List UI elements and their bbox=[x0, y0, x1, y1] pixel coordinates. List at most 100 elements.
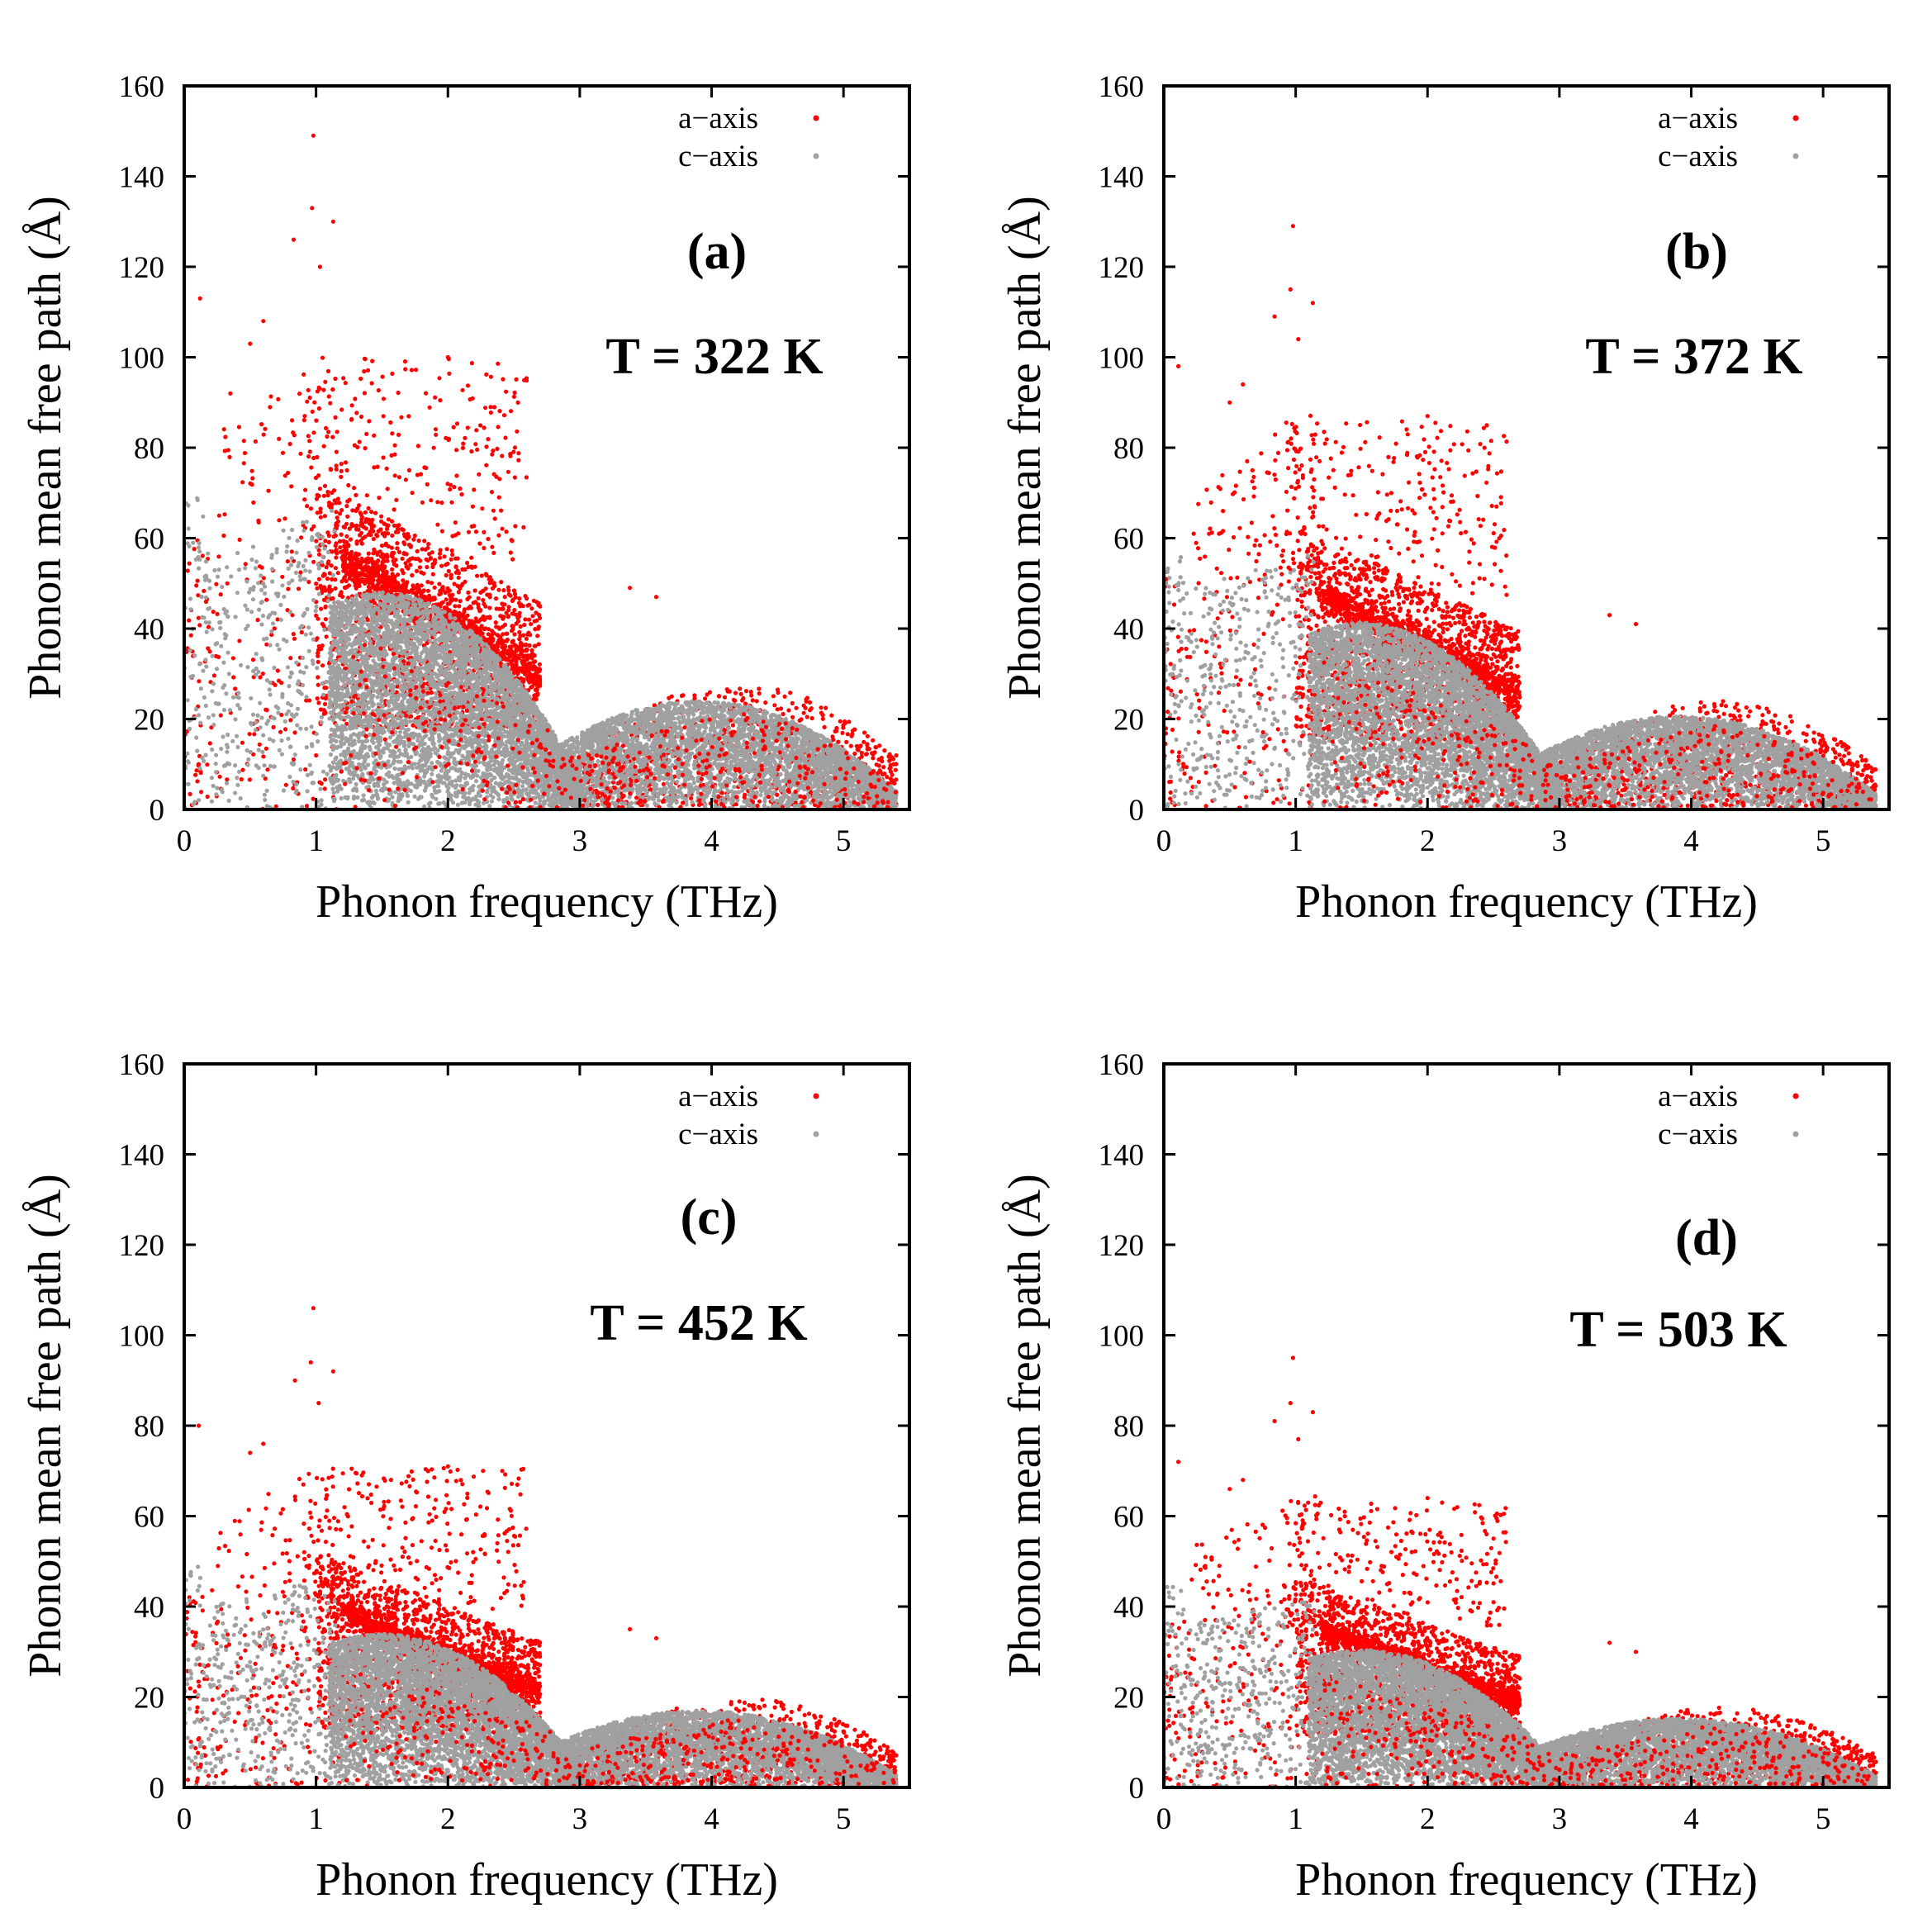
c-axis-point bbox=[304, 726, 309, 732]
a-axis-point bbox=[463, 567, 468, 572]
c-axis-point bbox=[270, 610, 275, 615]
c-axis-point bbox=[238, 796, 243, 801]
a-axis-point bbox=[261, 754, 266, 759]
a-axis-point bbox=[337, 511, 343, 516]
a-axis-point bbox=[469, 564, 474, 569]
a-axis-point bbox=[306, 698, 312, 703]
a-axis-point bbox=[438, 398, 443, 403]
a-axis-point bbox=[510, 539, 515, 544]
a-axis-point bbox=[327, 584, 332, 589]
a-axis-point bbox=[524, 475, 529, 480]
a-axis-point bbox=[888, 765, 893, 771]
a-axis-point bbox=[236, 425, 241, 430]
a-axis-point bbox=[325, 434, 330, 439]
a-axis-point bbox=[469, 555, 474, 560]
a-axis-point bbox=[323, 604, 328, 609]
c-axis-point bbox=[289, 556, 294, 561]
c-axis-point bbox=[309, 770, 315, 775]
a-axis-point bbox=[338, 593, 343, 598]
c-axis-point bbox=[204, 664, 209, 669]
a-axis-point bbox=[535, 634, 540, 638]
a-axis-point bbox=[477, 472, 482, 477]
a-axis-point bbox=[790, 700, 795, 706]
a-axis-point bbox=[408, 563, 413, 567]
c-axis-point bbox=[301, 528, 306, 533]
a-axis-point bbox=[396, 390, 401, 396]
a-axis-point bbox=[430, 550, 434, 555]
a-axis-point bbox=[449, 596, 453, 600]
a-axis-point bbox=[396, 523, 401, 528]
c-axis-point bbox=[195, 748, 200, 753]
a-axis-point bbox=[366, 551, 371, 556]
c-axis-point bbox=[320, 681, 325, 686]
a-axis-point bbox=[484, 573, 489, 578]
a-axis-point bbox=[402, 542, 407, 547]
c-axis-point bbox=[281, 788, 287, 793]
c-axis-point bbox=[332, 600, 337, 605]
a-axis-point bbox=[318, 707, 324, 712]
c-axis-point bbox=[301, 682, 306, 688]
a-axis-point bbox=[419, 583, 424, 588]
a-axis-point bbox=[447, 601, 452, 606]
a-axis-point bbox=[367, 521, 372, 526]
a-axis-point bbox=[316, 659, 320, 665]
a-axis-point bbox=[376, 564, 381, 569]
a-axis-point bbox=[442, 554, 447, 559]
a-axis-point bbox=[406, 468, 411, 473]
a-axis-point bbox=[372, 524, 377, 529]
a-axis-point bbox=[517, 637, 522, 642]
c-axis-point bbox=[206, 715, 211, 720]
a-axis-point bbox=[444, 435, 449, 440]
a-axis-point bbox=[862, 730, 867, 735]
c-axis-point bbox=[288, 744, 293, 749]
c-axis-point bbox=[220, 787, 225, 792]
c-axis-point bbox=[310, 743, 315, 748]
a-axis-point bbox=[493, 620, 498, 625]
a-axis-point bbox=[290, 418, 295, 423]
a-axis-point bbox=[809, 715, 814, 721]
a-axis-point bbox=[497, 409, 502, 414]
c-axis-point bbox=[235, 550, 240, 556]
a-axis-point bbox=[353, 396, 358, 401]
a-axis-point bbox=[303, 487, 308, 492]
a-axis-point bbox=[425, 564, 430, 570]
a-axis-point bbox=[314, 539, 319, 544]
a-axis-point bbox=[392, 578, 397, 583]
a-axis-point bbox=[390, 519, 395, 524]
a-axis-point bbox=[392, 507, 396, 512]
a-axis-point bbox=[502, 622, 508, 628]
a-axis-point bbox=[529, 648, 534, 653]
a-axis-point bbox=[757, 799, 762, 804]
a-axis-point bbox=[363, 520, 368, 525]
a-axis-point bbox=[316, 406, 321, 411]
a-axis-point bbox=[202, 588, 206, 594]
a-axis-point bbox=[196, 615, 201, 620]
a-axis-point bbox=[354, 411, 359, 415]
a-axis-point bbox=[477, 628, 483, 633]
c-axis-point bbox=[318, 786, 323, 791]
c-axis-point bbox=[203, 752, 208, 757]
a-axis-point bbox=[403, 367, 408, 372]
c-axis-point bbox=[268, 643, 273, 648]
a-axis-point bbox=[346, 544, 351, 548]
c-axis-point bbox=[306, 648, 311, 653]
c-axis-point bbox=[230, 695, 236, 700]
a-axis-point bbox=[187, 561, 192, 566]
a-axis-point bbox=[414, 368, 419, 373]
a-axis-point bbox=[366, 506, 371, 511]
a-axis-point bbox=[444, 597, 449, 602]
a-axis-point bbox=[449, 557, 453, 562]
c-axis-point bbox=[222, 632, 227, 637]
c-axis-point bbox=[204, 629, 209, 634]
a-axis-point bbox=[335, 523, 339, 528]
a-axis-point bbox=[345, 499, 350, 504]
a-axis-point bbox=[473, 442, 478, 447]
a-axis-point bbox=[356, 552, 362, 557]
a-axis-point bbox=[308, 506, 314, 511]
a-axis-point bbox=[409, 368, 415, 373]
a-axis-point bbox=[534, 688, 539, 693]
c-axis-point bbox=[249, 695, 254, 701]
a-axis-point bbox=[291, 786, 296, 791]
a-axis-point bbox=[346, 482, 351, 488]
